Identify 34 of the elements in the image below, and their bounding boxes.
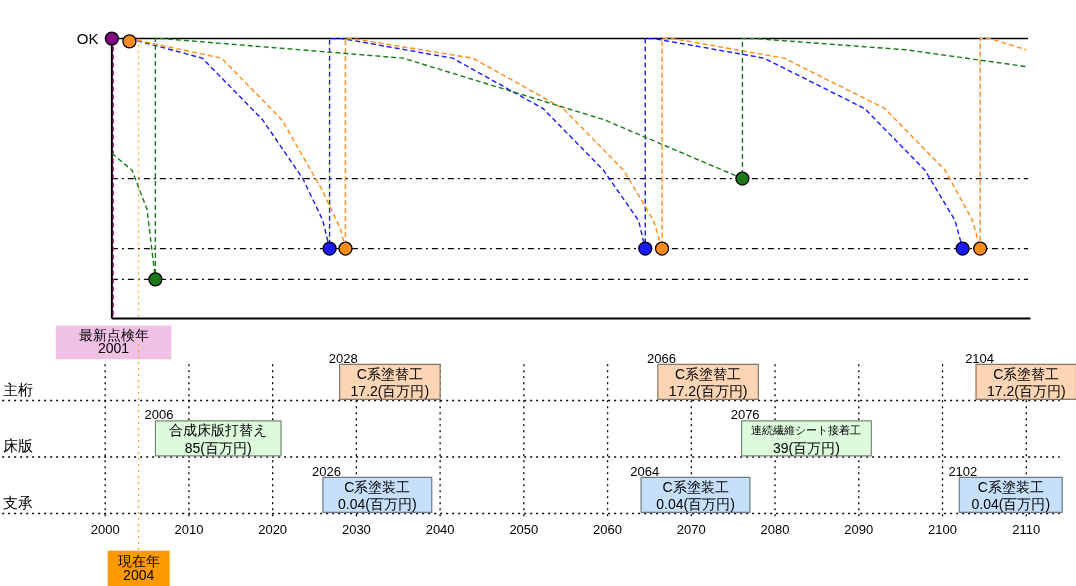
data-label: C系塗替工 17.2(百万円) <box>668 365 748 400</box>
x-tick-label: 2050 <box>509 521 539 537</box>
ref-line-label: 現在年 2004 <box>117 553 160 583</box>
y-tick-label: 床版 <box>3 437 34 455</box>
y-tick-label: 主桁 <box>3 380 34 398</box>
annotation: 2076 <box>730 407 760 423</box>
x-tick-label: 2090 <box>844 521 874 537</box>
data-label: C系塗替工 17.2(百万円) <box>986 365 1066 400</box>
data-label: C系塗替工 17.2(百万円) <box>350 365 430 400</box>
annotation: 2066 <box>646 350 676 366</box>
annotation: 2006 <box>144 407 174 423</box>
annotation: 2104 <box>965 350 995 366</box>
x-tick-label: 2040 <box>425 521 455 537</box>
data-label: 連続繊維シート接着工 39(百万円) <box>751 424 862 456</box>
x-tick-label: 2060 <box>593 521 623 537</box>
data-label: C系塗装工 0.04(百万円) <box>971 478 1051 513</box>
x-tick-label: 2030 <box>341 521 371 537</box>
y-tick-label: 支承 <box>3 493 34 511</box>
x-tick-label: 2010 <box>174 521 204 537</box>
x-tick-label: 2000 <box>90 521 120 537</box>
x-tick-label: 2020 <box>258 521 288 537</box>
data-label: C系塗装工 0.04(百万円) <box>338 478 417 513</box>
data-label: C系塗装工 0.04(百万円) <box>656 478 735 513</box>
data-label: 合成床版打替え 85(百万円) <box>169 422 268 456</box>
ref-line-label: OK <box>76 30 99 48</box>
annotation: 2028 <box>328 350 358 366</box>
x-tick-label: 2100 <box>928 521 957 537</box>
x-tick-label: 2110 <box>1012 521 1041 537</box>
annotation: 2064 <box>630 463 660 479</box>
annotation: 2102 <box>948 463 978 479</box>
x-tick-label: 2070 <box>676 521 706 537</box>
ref-line-label: 最新点検年 2001 <box>78 326 149 356</box>
annotation: 2026 <box>312 463 341 479</box>
x-tick-label: 2080 <box>760 521 790 537</box>
